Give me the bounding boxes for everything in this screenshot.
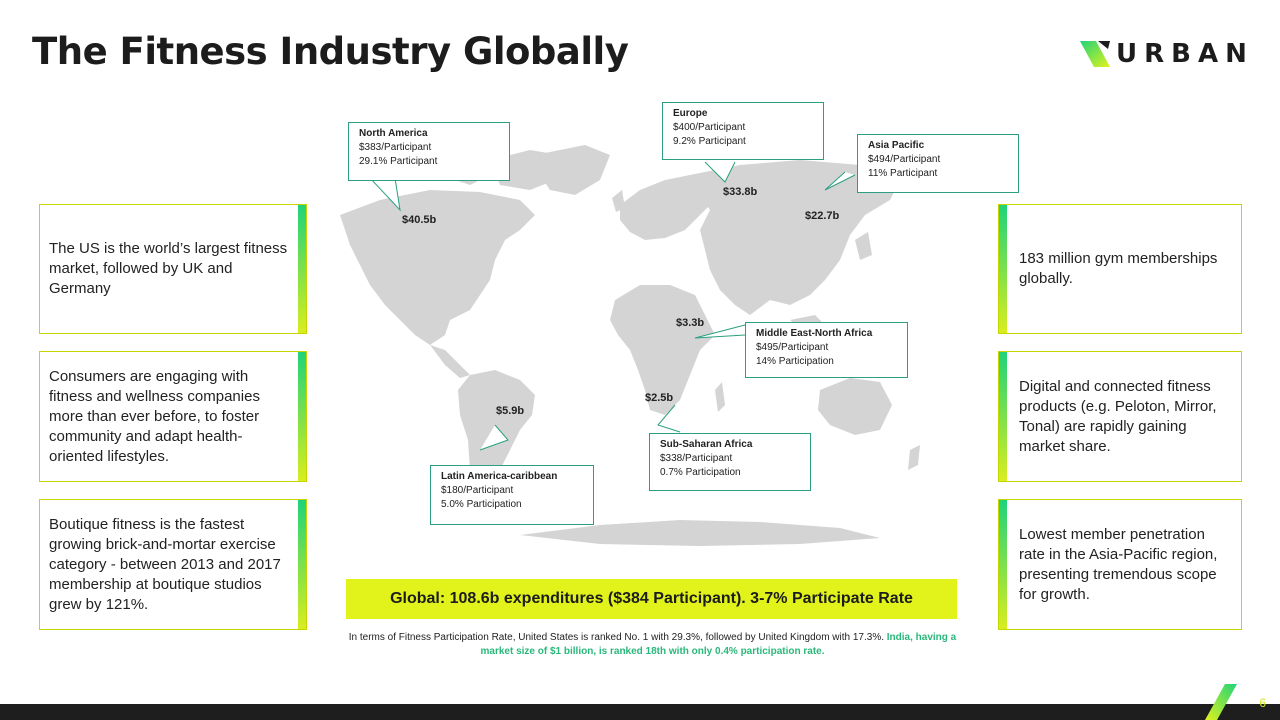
callout-middle-east-north-africa: Middle East-North Africa $495/Participan… bbox=[745, 322, 908, 378]
callout-asia-pacific: Asia Pacific $494/Participant 11% Partic… bbox=[857, 134, 1019, 193]
logo-mark-icon bbox=[1080, 41, 1110, 67]
value-north-america: $40.5b bbox=[402, 214, 437, 226]
info-card-text: Boutique fitness is the fastest growing … bbox=[49, 515, 281, 613]
bottom-bar bbox=[0, 704, 1280, 720]
region-name: Latin America-caribbean bbox=[441, 471, 558, 482]
region-spend: $494/Participant bbox=[868, 154, 941, 165]
footnote-highlight: India, having a market size of $1 billio… bbox=[480, 632, 957, 657]
world-map bbox=[340, 145, 920, 546]
north-america-shape bbox=[340, 190, 535, 345]
card-accent-bar bbox=[999, 205, 1007, 333]
info-card-text: 183 million gym memberships globally. bbox=[1019, 250, 1218, 287]
card-accent-bar bbox=[999, 500, 1007, 629]
callout-europe: Europe $400/Participant 9.2% Participant bbox=[662, 102, 824, 160]
info-card-left-2: Consumers are engaging with fitness and … bbox=[39, 351, 307, 482]
global-summary-banner: Global: 108.6b expenditures ($384 Partic… bbox=[346, 579, 957, 619]
info-card-text: Digital and connected fitness products (… bbox=[1019, 377, 1217, 455]
region-participation: 0.7% Participation bbox=[660, 467, 741, 478]
info-card-text: Consumers are engaging with fitness and … bbox=[49, 367, 260, 465]
footnote: In terms of Fitness Participation Rate, … bbox=[340, 631, 965, 659]
card-accent-bar bbox=[999, 352, 1007, 481]
asia-shape bbox=[690, 160, 900, 315]
value-asia-pacific: $22.7b bbox=[805, 210, 840, 222]
region-name: Sub-Saharan Africa bbox=[660, 439, 753, 450]
africa-shape bbox=[610, 285, 715, 415]
australia-shape bbox=[818, 378, 892, 435]
urban-logo: URBAN bbox=[1080, 38, 1250, 70]
region-name: Middle East-North Africa bbox=[756, 328, 873, 339]
antarctica-shape bbox=[520, 520, 880, 546]
info-card-right-2: Digital and connected fitness products (… bbox=[998, 351, 1242, 482]
region-spend: $400/Participant bbox=[673, 122, 746, 133]
card-accent-bar bbox=[298, 205, 306, 333]
info-card-text: Lowest member penetration rate in the As… bbox=[1019, 525, 1218, 603]
page-number: 6 bbox=[1259, 696, 1266, 710]
corner-stripe-icon bbox=[1205, 684, 1237, 720]
logo-text: URBAN bbox=[1116, 39, 1254, 69]
card-accent-bar bbox=[298, 500, 306, 629]
info-card-right-3: Lowest member penetration rate in the As… bbox=[998, 499, 1242, 630]
europe-shape bbox=[620, 175, 715, 240]
info-card-left-3: Boutique fitness is the fastest growing … bbox=[39, 499, 307, 630]
callout-latin-america: Latin America-caribbean $180/Participant… bbox=[430, 465, 594, 525]
region-spend: $338/Participant bbox=[660, 453, 733, 464]
region-name: Asia Pacific bbox=[868, 140, 925, 151]
value-middle-east-north-africa: $3.3b bbox=[676, 317, 705, 329]
card-accent-bar bbox=[298, 352, 306, 481]
value-sub-saharan-africa: $2.5b bbox=[645, 392, 674, 404]
region-name: North America bbox=[359, 128, 428, 139]
region-spend: $180/Participant bbox=[441, 485, 514, 496]
region-participation: 14% Participation bbox=[756, 356, 834, 367]
region-spend: $495/Participant bbox=[756, 342, 829, 353]
region-name: Europe bbox=[673, 108, 708, 119]
info-card-text: The US is the world’s largest fitness ma… bbox=[49, 240, 288, 297]
region-spend: $383/Participant bbox=[359, 142, 432, 153]
page-title: The Fitness Industry Globally bbox=[32, 30, 629, 73]
info-card-right-1: 183 million gym memberships globally. bbox=[998, 204, 1242, 334]
callout-north-america: North America $383/Participant 29.1% Par… bbox=[348, 122, 510, 181]
region-participation: 29.1% Participant bbox=[359, 156, 438, 167]
region-participation: 5.0% Participation bbox=[441, 499, 522, 510]
region-participation: 11% Participant bbox=[868, 168, 938, 179]
region-participation: 9.2% Participant bbox=[673, 136, 746, 147]
value-latin-america: $5.9b bbox=[496, 405, 525, 417]
value-europe: $33.8b bbox=[723, 186, 758, 198]
footnote-text: In terms of Fitness Participation Rate, … bbox=[348, 632, 884, 643]
callout-sub-saharan-africa: Sub-Saharan Africa $338/Participant 0.7%… bbox=[649, 433, 811, 491]
info-card-left-1: The US is the world’s largest fitness ma… bbox=[39, 204, 307, 334]
